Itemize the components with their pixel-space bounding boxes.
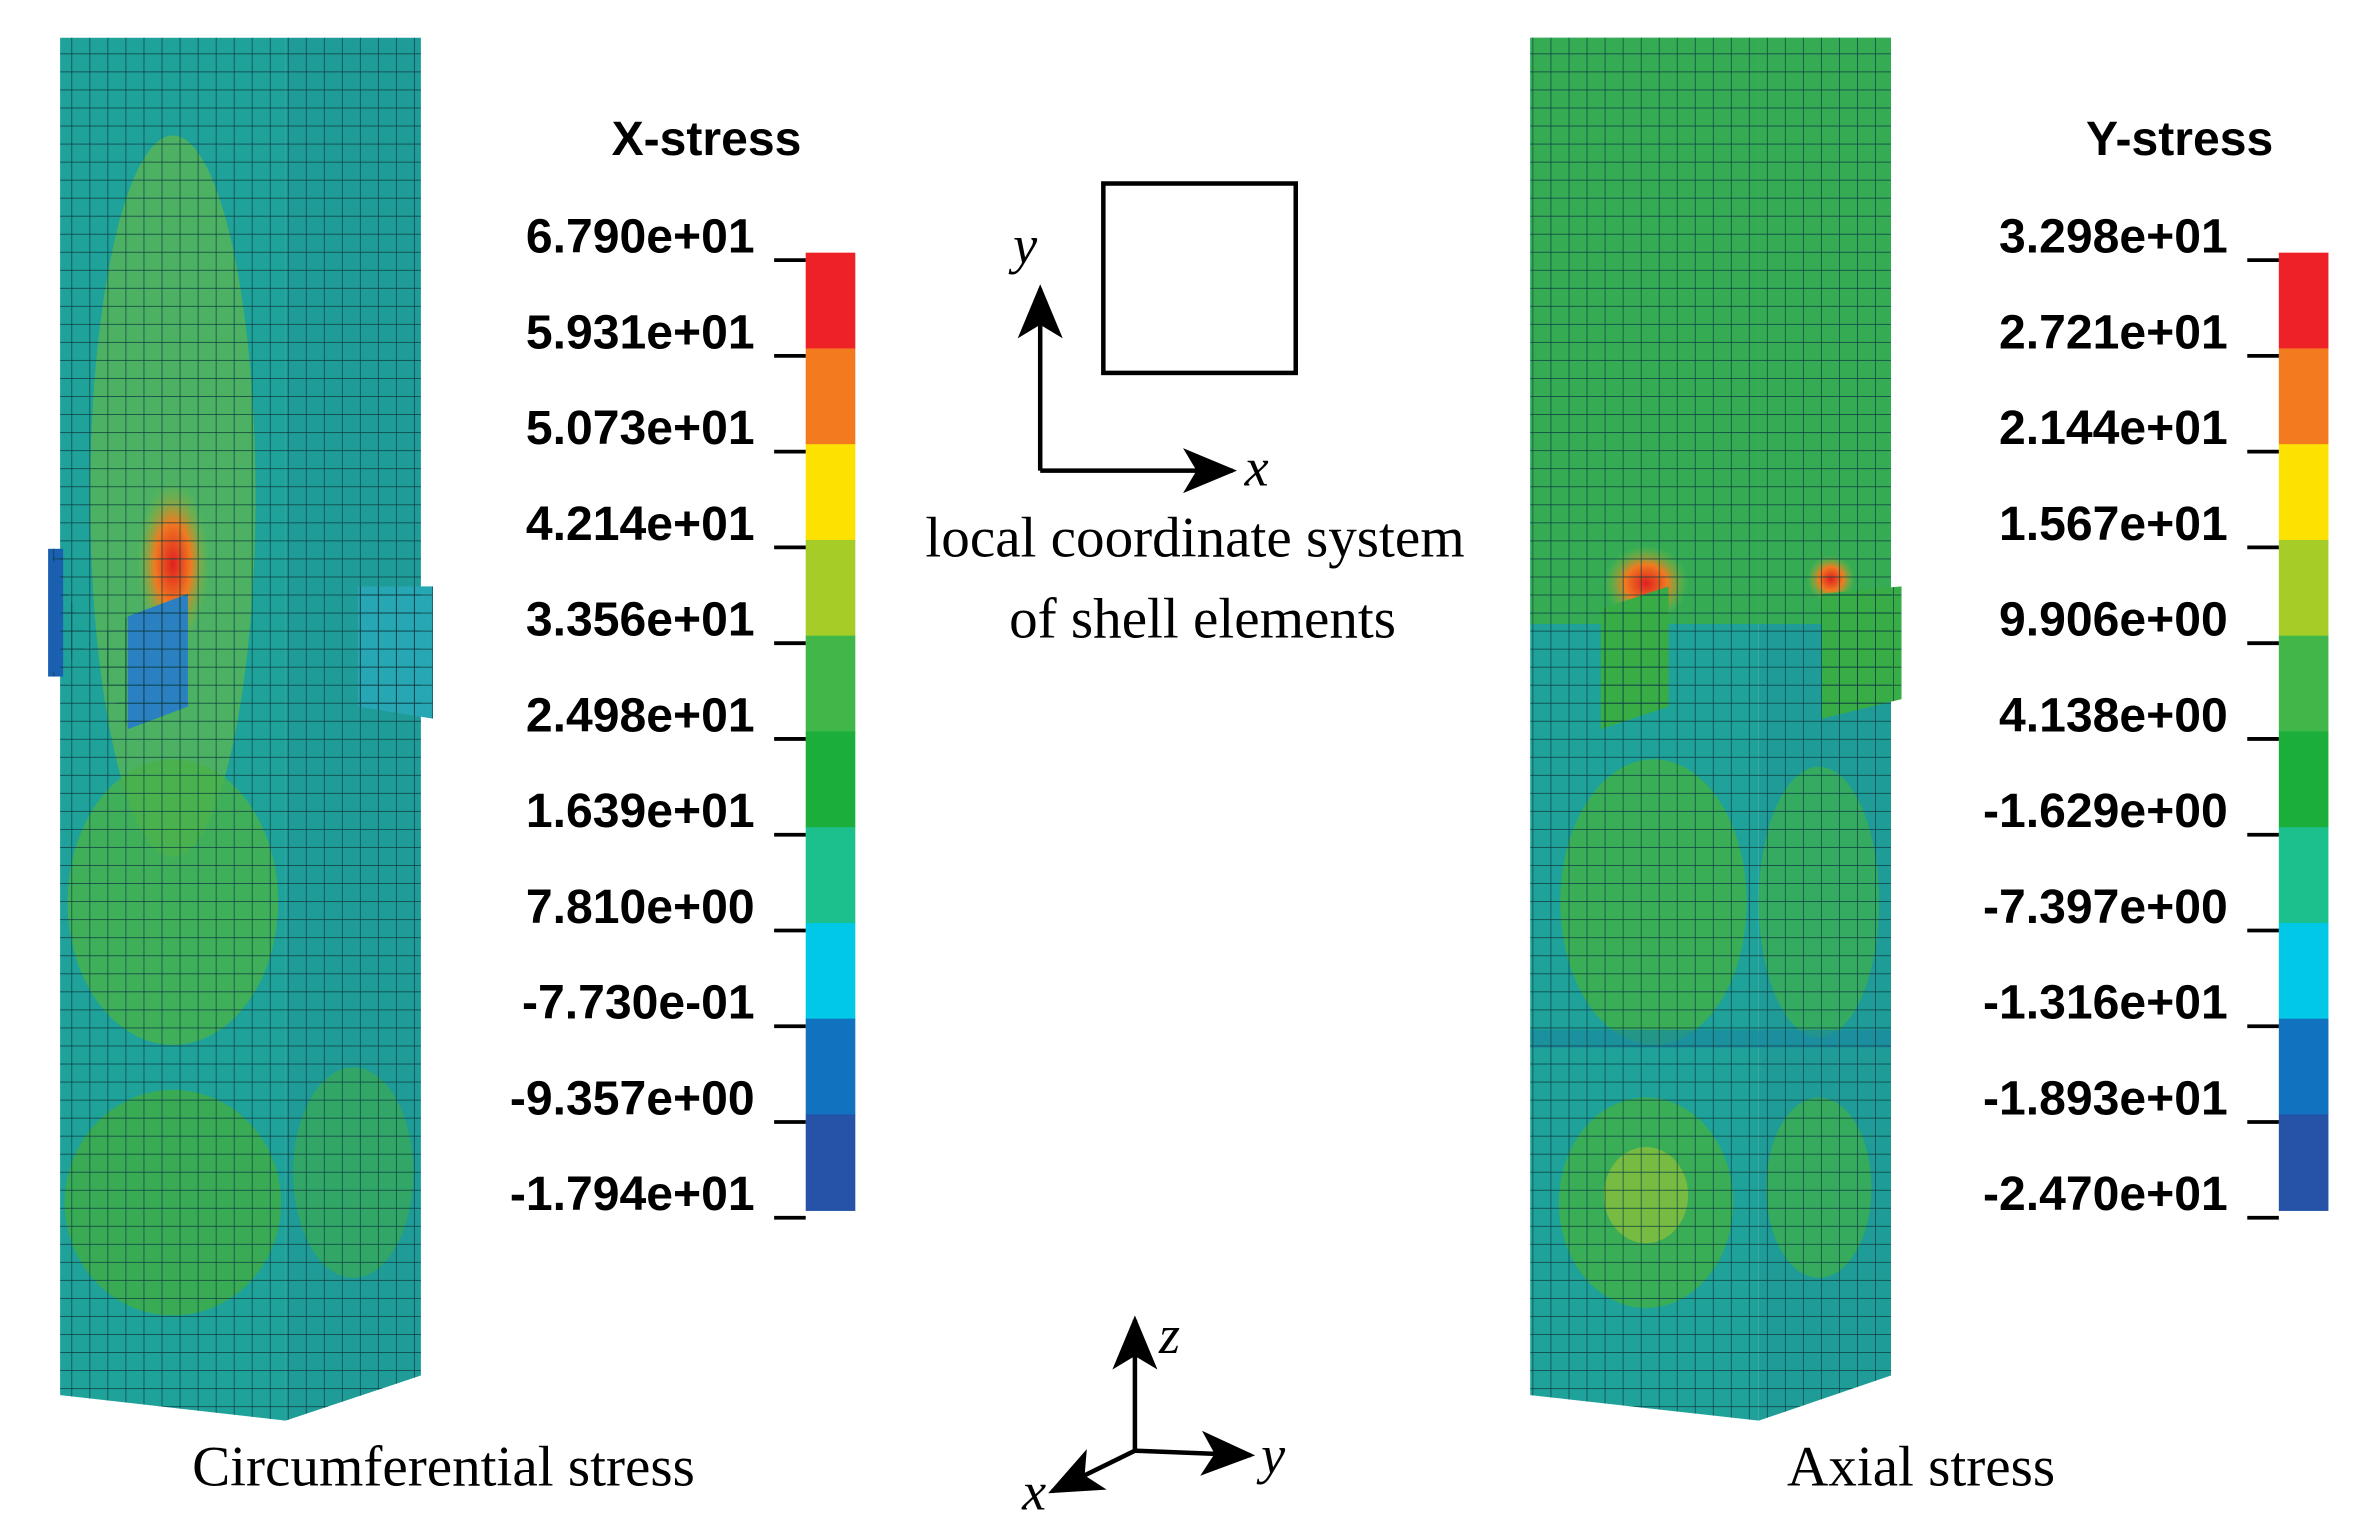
- right-model: [1530, 37, 1902, 1421]
- legend-band: [2278, 635, 2329, 733]
- global-z-label: z: [1158, 1305, 1180, 1365]
- local-x-label: x: [1244, 438, 1269, 498]
- legend-label: 2.721e+01: [1999, 305, 2228, 359]
- legend-label: 6.790e+01: [526, 210, 755, 264]
- legend-band: [2278, 444, 2329, 541]
- legend-band: [2278, 1018, 2329, 1116]
- legend-band: [805, 731, 856, 828]
- legend-band: [805, 539, 856, 637]
- legend-band: [2278, 1114, 2329, 1211]
- legend-label: -1.893e+01: [1983, 1071, 2228, 1125]
- legend-label: 7.810e+00: [526, 880, 755, 934]
- legend-label: -7.397e+00: [1983, 880, 2228, 934]
- legend-band: [2278, 922, 2329, 1020]
- legend-label: -7.730e-01: [522, 976, 755, 1030]
- legend-label: 2.498e+01: [526, 688, 755, 742]
- legend-band: [805, 252, 856, 350]
- legend-label: 4.214e+01: [526, 497, 755, 551]
- caption: Axial stress: [1787, 1435, 2055, 1498]
- legend-label: -9.357e+00: [510, 1071, 755, 1125]
- local-caption: of shell elements: [1009, 587, 1396, 650]
- global-y-label: y: [1256, 1425, 1286, 1485]
- legend-label: 5.073e+01: [526, 401, 755, 455]
- legend-band: [805, 1114, 856, 1211]
- left-model: [48, 37, 433, 1421]
- legend-label: 5.931e+01: [526, 305, 755, 359]
- global-x-axis: [1048, 1448, 1136, 1494]
- caption: Circumferential stress: [192, 1435, 695, 1498]
- legend-label: -2.470e+01: [1983, 1167, 2228, 1221]
- legend-label: 1.567e+01: [1999, 497, 2228, 551]
- local-y-label: y: [1008, 215, 1038, 275]
- legend-band: [805, 1018, 856, 1116]
- legend-label: 2.144e+01: [1999, 401, 2228, 455]
- legend-label: 9.906e+00: [1999, 593, 2228, 647]
- legend-band: [2278, 731, 2329, 828]
- legend-label: -1.316e+01: [1983, 976, 2228, 1030]
- legend-band: [805, 444, 856, 541]
- legend-band: [2278, 827, 2329, 924]
- legend-label: 1.639e+01: [526, 784, 755, 838]
- legend-label: -1.629e+00: [1983, 784, 2228, 838]
- legend-label: 3.298e+01: [1999, 210, 2228, 264]
- legend-label: 3.356e+01: [526, 593, 755, 647]
- global-x-label: x: [1021, 1461, 1046, 1521]
- legend-label: -1.794e+01: [510, 1167, 755, 1221]
- legend-title: Y-stress: [2086, 112, 2273, 166]
- legend-band: [805, 922, 856, 1020]
- legend-band: [2278, 252, 2329, 350]
- legend-band: [2278, 539, 2329, 637]
- legend-title: X-stress: [612, 112, 802, 166]
- legend-band: [805, 827, 856, 924]
- legend-band: [2278, 348, 2329, 445]
- element-square: [1101, 181, 1299, 376]
- local-caption: local coordinate system: [925, 506, 1464, 569]
- legend-band: [805, 348, 856, 445]
- legend-label: 4.138e+00: [1999, 688, 2228, 742]
- legend-band: [805, 635, 856, 733]
- global-y-axis: [1134, 1430, 1256, 1476]
